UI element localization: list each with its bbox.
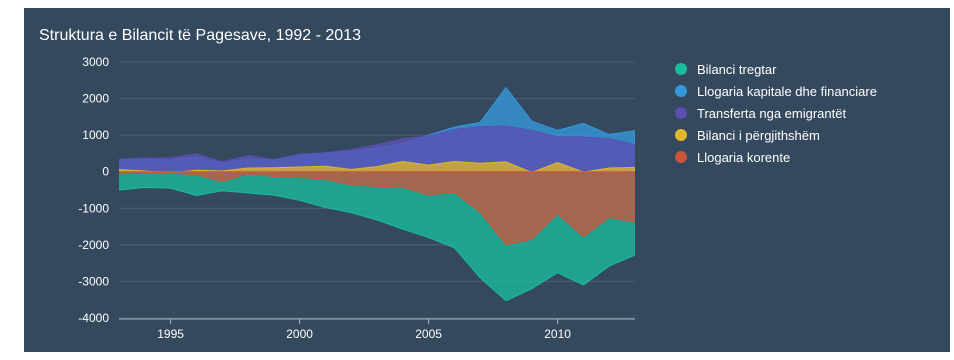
chart-legend: Bilanci tregtar Llogaria kapitale dhe fin… [675,58,877,168]
x-tick-label: 2010 [544,327,571,341]
chart-panel: Struktura e Bilancit të Pagesave, 1992 -… [24,8,950,352]
legend-swatch-icon [675,107,687,119]
y-tick-label: 1000 [82,128,109,142]
legend-swatch-icon [675,151,687,163]
series-area-llogaria-korente[interactable] [93,171,635,246]
legend-item[interactable]: Bilanci i përgjithshëm [675,124,877,146]
legend-label: Llogaria korente [697,149,791,165]
legend-item[interactable]: Bilanci tregtar [675,58,877,80]
series-area-transferta-nga-emigrant-t[interactable] [93,125,635,173]
y-tick-label: 2000 [82,92,109,106]
legend-swatch-icon [675,85,687,97]
y-tick-label: -2000 [78,238,109,252]
legend-swatch-icon [675,129,687,141]
area-chart: 3000 2000 1000 0 -1000 -2000 -3000 -4000 1995 200… [78,55,635,341]
legend-item[interactable]: Transferta nga emigrantët [675,102,877,124]
legend-item[interactable]: Llogaria korente [675,146,877,168]
y-tick-label: 0 [102,165,109,179]
legend-item[interactable]: Llogaria kapitale dhe financiare [675,80,877,102]
x-tick-label: 2005 [415,327,442,341]
y-tick-label: -4000 [78,311,109,325]
y-tick-label: 3000 [82,55,109,69]
x-tick-label: 2000 [286,327,313,341]
legend-label: Bilanci i përgjithshëm [697,127,820,143]
legend-label: Llogaria kapitale dhe financiare [697,83,877,99]
legend-swatch-icon [675,63,687,75]
y-tick-label: -3000 [78,274,109,288]
legend-label: Bilanci tregtar [697,61,777,77]
chart-title: Struktura e Bilancit të Pagesave, 1992 -… [39,27,361,44]
legend-label: Transferta nga emigrantët [697,105,847,121]
x-tick-label: 1995 [157,327,184,341]
y-tick-label: -1000 [78,201,109,215]
